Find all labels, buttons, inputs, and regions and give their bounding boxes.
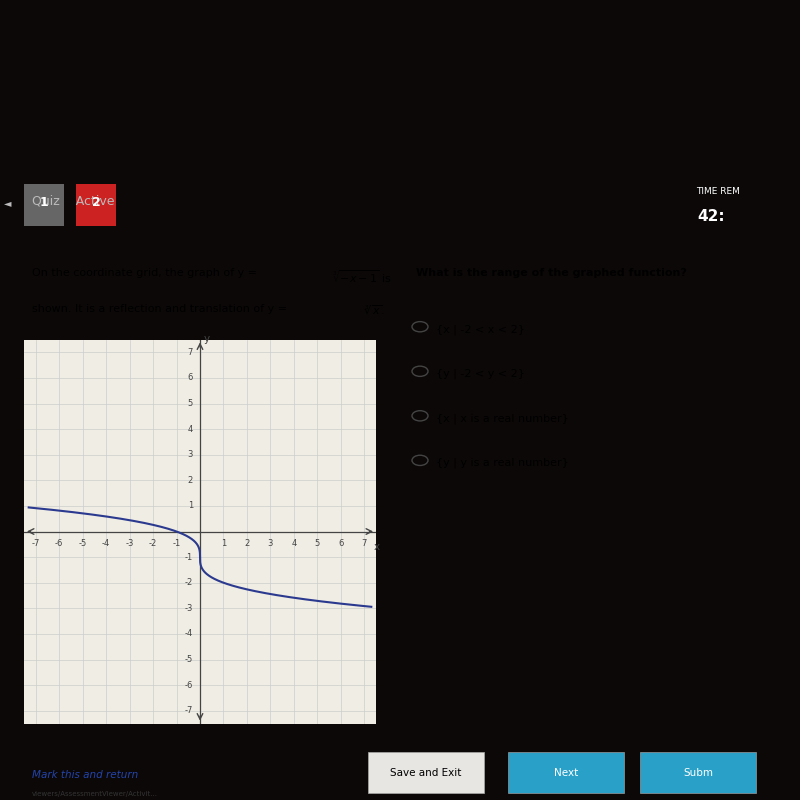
Text: -5: -5: [78, 539, 86, 548]
Text: -2: -2: [185, 578, 193, 587]
Text: 7: 7: [187, 348, 193, 357]
Text: TIME REM: TIME REM: [696, 187, 740, 196]
Text: -6: -6: [185, 681, 193, 690]
Text: 5: 5: [188, 399, 193, 408]
Text: 42:: 42:: [698, 209, 726, 224]
Text: -3: -3: [185, 604, 193, 613]
Text: {x | x is a real number}: {x | x is a real number}: [436, 413, 569, 424]
Text: What is the range of the graphed function?: What is the range of the graphed functio…: [416, 268, 687, 278]
Text: 3: 3: [187, 450, 193, 459]
Text: -1: -1: [173, 539, 181, 548]
Text: 1: 1: [40, 196, 48, 210]
Text: 2: 2: [92, 196, 100, 210]
Text: {y | y is a real number}: {y | y is a real number}: [436, 458, 569, 468]
Text: Save and Exit: Save and Exit: [390, 767, 462, 778]
Text: -4: -4: [185, 630, 193, 638]
Bar: [508, 752, 624, 793]
Text: y: y: [203, 334, 210, 344]
Text: ◄: ◄: [4, 198, 11, 208]
Text: Mark this and return: Mark this and return: [32, 770, 138, 780]
Text: $\sqrt[3]{-x-1}$ is: $\sqrt[3]{-x-1}$ is: [332, 268, 392, 285]
Text: -6: -6: [55, 539, 63, 548]
Text: 3: 3: [268, 539, 273, 548]
Text: 6: 6: [338, 539, 343, 548]
Text: -2: -2: [149, 539, 157, 548]
Text: Subm: Subm: [683, 767, 713, 778]
Text: 2: 2: [244, 539, 250, 548]
Text: 2: 2: [188, 476, 193, 485]
Text: {y | -2 < y < 2}: {y | -2 < y < 2}: [436, 369, 525, 379]
Text: 4: 4: [188, 425, 193, 434]
Bar: [76, 184, 116, 226]
Bar: [368, 752, 484, 793]
Text: 5: 5: [314, 539, 320, 548]
Text: 4: 4: [291, 539, 297, 548]
Text: shown. It is a reflection and translation of y =: shown. It is a reflection and translatio…: [32, 304, 290, 314]
Text: -7: -7: [31, 539, 40, 548]
Text: On the coordinate grid, the graph of y =: On the coordinate grid, the graph of y =: [32, 268, 261, 278]
Text: -7: -7: [185, 706, 193, 715]
Text: viewers/AssessmentViewer/Activit...: viewers/AssessmentViewer/Activit...: [32, 791, 158, 797]
Text: 6: 6: [187, 374, 193, 382]
Text: -1: -1: [185, 553, 193, 562]
Text: -3: -3: [126, 539, 134, 548]
Bar: [24, 184, 64, 226]
Text: -4: -4: [102, 539, 110, 548]
Text: 1: 1: [221, 539, 226, 548]
Text: 7: 7: [362, 539, 367, 548]
Text: 1: 1: [188, 502, 193, 510]
Text: Next: Next: [554, 767, 578, 778]
Bar: [640, 752, 756, 793]
Text: {x | -2 < x < 2}: {x | -2 < x < 2}: [436, 324, 525, 334]
Text: $\sqrt[3]{x}$.: $\sqrt[3]{x}$.: [364, 304, 385, 317]
Text: x: x: [374, 542, 380, 552]
Text: -5: -5: [185, 655, 193, 664]
Text: Quiz    Active: Quiz Active: [32, 194, 114, 208]
